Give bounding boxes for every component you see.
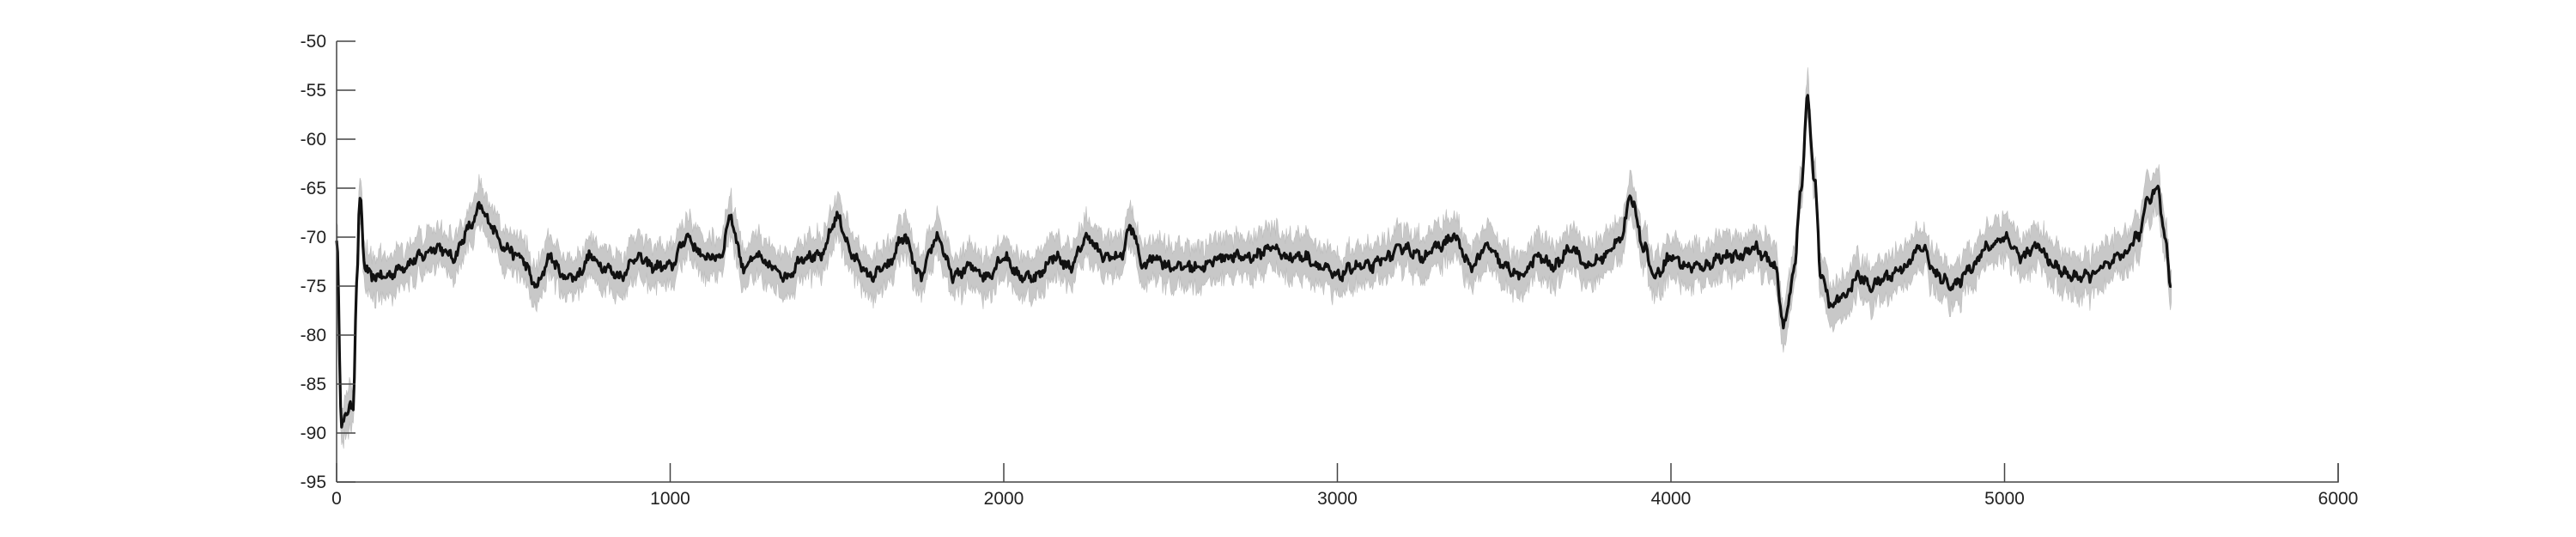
x-tick-label: 2000 (984, 489, 1024, 509)
y-tick-label: -95 (301, 473, 326, 492)
x-tick-label: 3000 (1317, 489, 1358, 509)
x-tick-label: 0 (331, 489, 342, 509)
x-tick-label: 1000 (650, 489, 690, 509)
x-tick-label: 4000 (1651, 489, 1692, 509)
x-tick-label: 5000 (1984, 489, 2025, 509)
y-tick-label: -80 (301, 326, 326, 345)
series-line-group (335, 94, 2172, 429)
series-line (335, 94, 2172, 429)
y-tick-label: -90 (301, 424, 326, 443)
y-tick-label: -70 (301, 228, 326, 247)
x-tick-group: 0 1000 2000 3000 4000 5000 6000 (331, 463, 2358, 509)
y-tick-label: -75 (301, 277, 326, 296)
y-tick-label: -50 (301, 32, 326, 52)
x-tick-label: 6000 (2318, 489, 2359, 509)
y-tick-group: -95 -90 -85 -80 -75 -70 -65 -60 -55 -50 (301, 32, 355, 492)
y-tick-label: -55 (301, 81, 326, 101)
y-tick-label: -85 (301, 375, 326, 394)
y-tick-label: -60 (301, 130, 326, 150)
y-tick-label: -65 (301, 179, 326, 198)
